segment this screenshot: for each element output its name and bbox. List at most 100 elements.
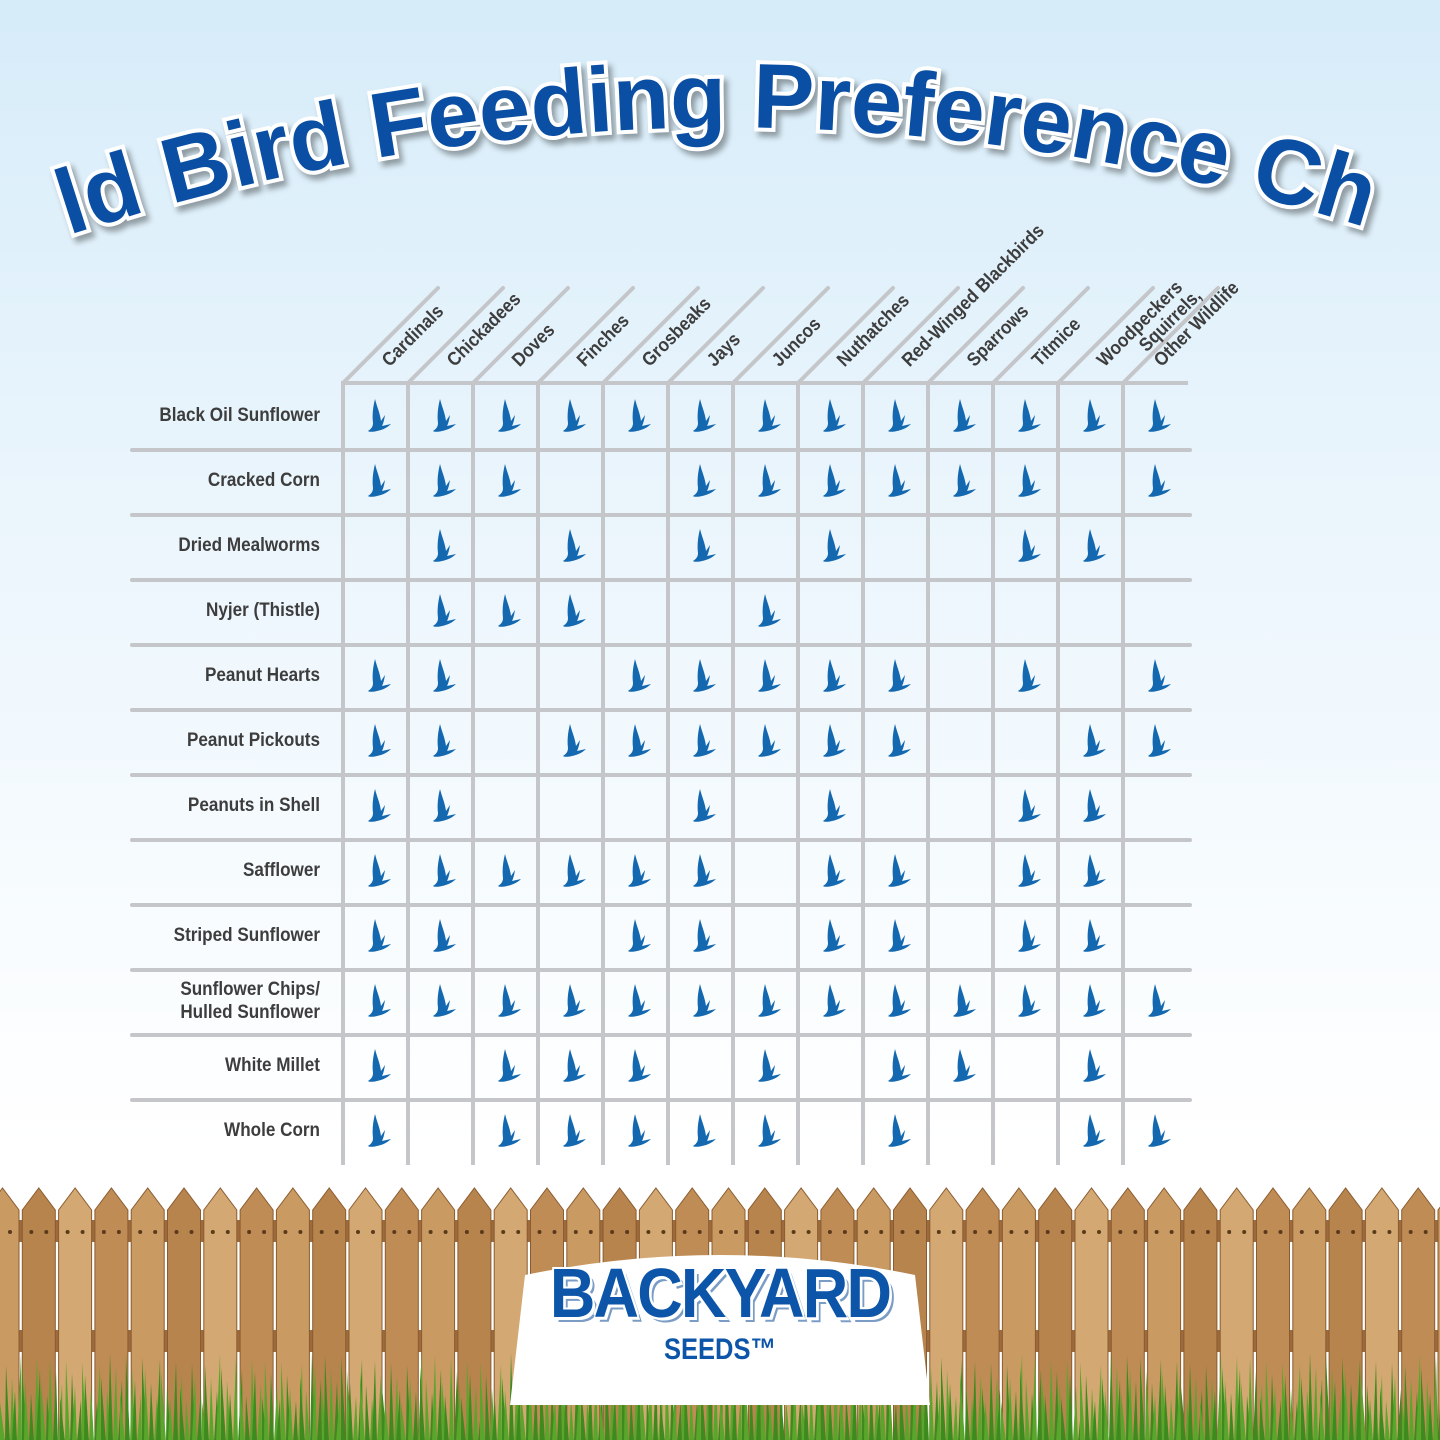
bird-icon [628, 659, 651, 692]
bird-icon [888, 399, 911, 432]
fence-nail [864, 1230, 869, 1234]
grass-blade [209, 1378, 214, 1440]
fence-nail [646, 1230, 651, 1234]
fence-nail [806, 1230, 811, 1234]
bird-icon [823, 789, 846, 822]
grass-blade [120, 1392, 125, 1440]
grass-blade [300, 1377, 305, 1440]
bird-icon [823, 724, 846, 757]
fence-nail [573, 1230, 578, 1234]
fence-nail [153, 1230, 158, 1234]
grass-blade [1121, 1392, 1126, 1440]
grass-blade [1416, 1354, 1421, 1440]
bird-icon [1148, 659, 1171, 692]
grass-blade [24, 1380, 29, 1440]
bird-icon [888, 919, 911, 952]
grass-blade [173, 1361, 178, 1440]
grass-blade [185, 1400, 190, 1440]
bird-icon [368, 919, 391, 952]
bird-icon [758, 1114, 781, 1147]
row-label: Black Oil Sunflower [159, 405, 320, 426]
grass-blade [888, 1388, 893, 1440]
grass-blade [437, 1369, 442, 1440]
fence-picket [1364, 1187, 1399, 1440]
fence-nail [44, 1230, 49, 1234]
fence-nail [1336, 1230, 1341, 1234]
bird-icon [823, 984, 846, 1017]
grass-blade [132, 1381, 137, 1440]
fence-nail [101, 1230, 106, 1234]
fence-nail [973, 1230, 978, 1234]
grass-blade [953, 1396, 958, 1440]
grass-blade [1116, 1379, 1121, 1440]
header-diagonal-line [731, 286, 830, 385]
grass-blade [77, 1399, 82, 1440]
bird-icon [1018, 919, 1041, 952]
grass-blade [1361, 1372, 1366, 1440]
grass-blade [1020, 1367, 1025, 1440]
grass-blade [1380, 1387, 1385, 1440]
grass-blade [240, 1382, 245, 1440]
bird-icon [498, 1114, 521, 1147]
grass-blade [504, 1390, 509, 1440]
fence-nail [1154, 1230, 1159, 1234]
bird-icon [498, 594, 521, 627]
bird-icon [823, 919, 846, 952]
grass-blade [245, 1395, 250, 1440]
fence-nail [1045, 1230, 1050, 1234]
row-label: White Millet [224, 1055, 320, 1076]
grass-blade [497, 1364, 502, 1440]
grass-blade [413, 1391, 418, 1440]
bird-icon [953, 399, 976, 432]
grass-blade [1080, 1362, 1085, 1440]
fence-nail [734, 1230, 738, 1234]
fence-nail [174, 1230, 179, 1234]
bird-icon [1018, 464, 1041, 497]
bird-icon [433, 464, 456, 497]
grass-blade [12, 1391, 17, 1440]
grass-blade [1073, 1386, 1078, 1440]
fence-nail [428, 1230, 433, 1234]
grass-blade [1102, 1377, 1107, 1440]
grass-blade [1044, 1395, 1049, 1440]
grass-blade [473, 1386, 478, 1440]
preference-grid [130, 286, 1220, 1165]
fence-nail [371, 1230, 375, 1234]
row-label: Safflower [243, 860, 320, 881]
grass-blade [552, 1396, 557, 1440]
grass-blade [1128, 1368, 1133, 1440]
grass-blade [852, 1371, 857, 1440]
header-diagonal-line [536, 286, 635, 385]
fence-nail [842, 1230, 847, 1234]
bird-icon [888, 1114, 911, 1147]
grass-blade [1032, 1356, 1037, 1440]
fence-nail [915, 1230, 920, 1234]
bird-icon [368, 464, 391, 497]
grass-blade [1349, 1383, 1354, 1440]
bird-icon [563, 984, 586, 1017]
grass-blade [1037, 1369, 1042, 1440]
grass-blade [996, 1389, 1001, 1440]
grass-blade [312, 1366, 317, 1440]
fence-nail [283, 1230, 288, 1234]
grass-blade [1428, 1393, 1433, 1440]
grass-blade [1332, 1381, 1337, 1440]
grass-blade [48, 1358, 53, 1440]
fence-nail [1372, 1230, 1377, 1234]
header-diagonal-line [926, 286, 1025, 385]
grass-blade [125, 1355, 130, 1440]
fence-picket [929, 1187, 964, 1440]
bird-icon [628, 984, 651, 1017]
fence-picket [1328, 1187, 1363, 1440]
fence-nail [1205, 1230, 1210, 1234]
fence-picket [384, 1187, 419, 1440]
grass-blade [965, 1385, 970, 1440]
grass-blade [252, 1371, 257, 1440]
row-label: Striped Sunflower [173, 925, 320, 946]
grass-blade [809, 1378, 814, 1440]
fence-nail [210, 1230, 215, 1234]
chart-title: Wild Bird Feeding Preference Chart [0, 0, 1393, 258]
bird-icon [888, 724, 911, 757]
grass-blade [893, 1401, 898, 1440]
grass-blade [653, 1371, 658, 1440]
